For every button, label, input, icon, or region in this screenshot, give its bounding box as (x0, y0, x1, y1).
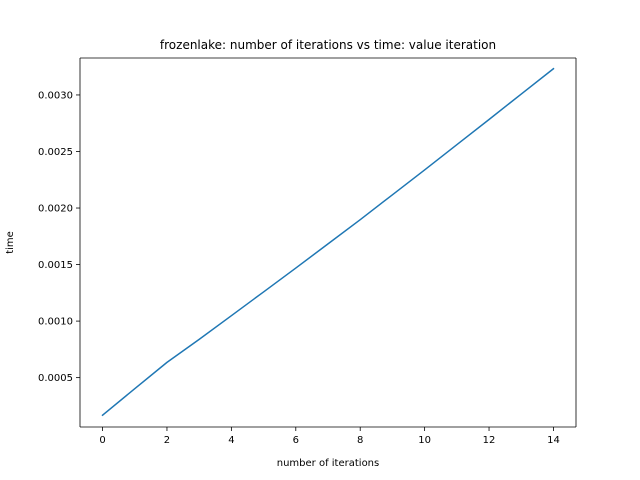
y-tick-label: 0.0025 (38, 147, 73, 158)
y-tick-label: 0.0015 (38, 260, 73, 271)
y-tick-label: 0.0005 (38, 373, 73, 384)
x-tick-label: 0 (99, 435, 105, 446)
y-tick-label: 0.0020 (38, 204, 73, 215)
axes-frame (79, 57, 577, 428)
x-tick-label: 4 (228, 435, 234, 446)
x-tick-label: 12 (483, 435, 496, 446)
x-axis-ticks: 0 2 4 6 8 10 12 14 (99, 427, 560, 446)
y-axis-label: time (5, 231, 16, 254)
x-axis-label: number of iterations (277, 458, 379, 469)
y-tick-label: 0.0030 (38, 90, 73, 101)
series-layer (101, 67, 555, 417)
x-tick-label: 10 (418, 435, 431, 446)
x-tick-label: 2 (164, 435, 170, 446)
y-axis-ticks: 0.0005 0.0010 0.0015 0.0020 0.0025 0.0030 (38, 90, 80, 384)
series-line (101, 67, 555, 417)
y-tick-label: 0.0010 (38, 317, 73, 328)
x-tick-label: 8 (357, 435, 363, 446)
x-tick-label: 6 (293, 435, 299, 446)
plot-area (80, 58, 576, 427)
x-tick-label: 14 (547, 435, 560, 446)
chart-title: frozenlake: number of iterations vs time… (160, 38, 496, 52)
